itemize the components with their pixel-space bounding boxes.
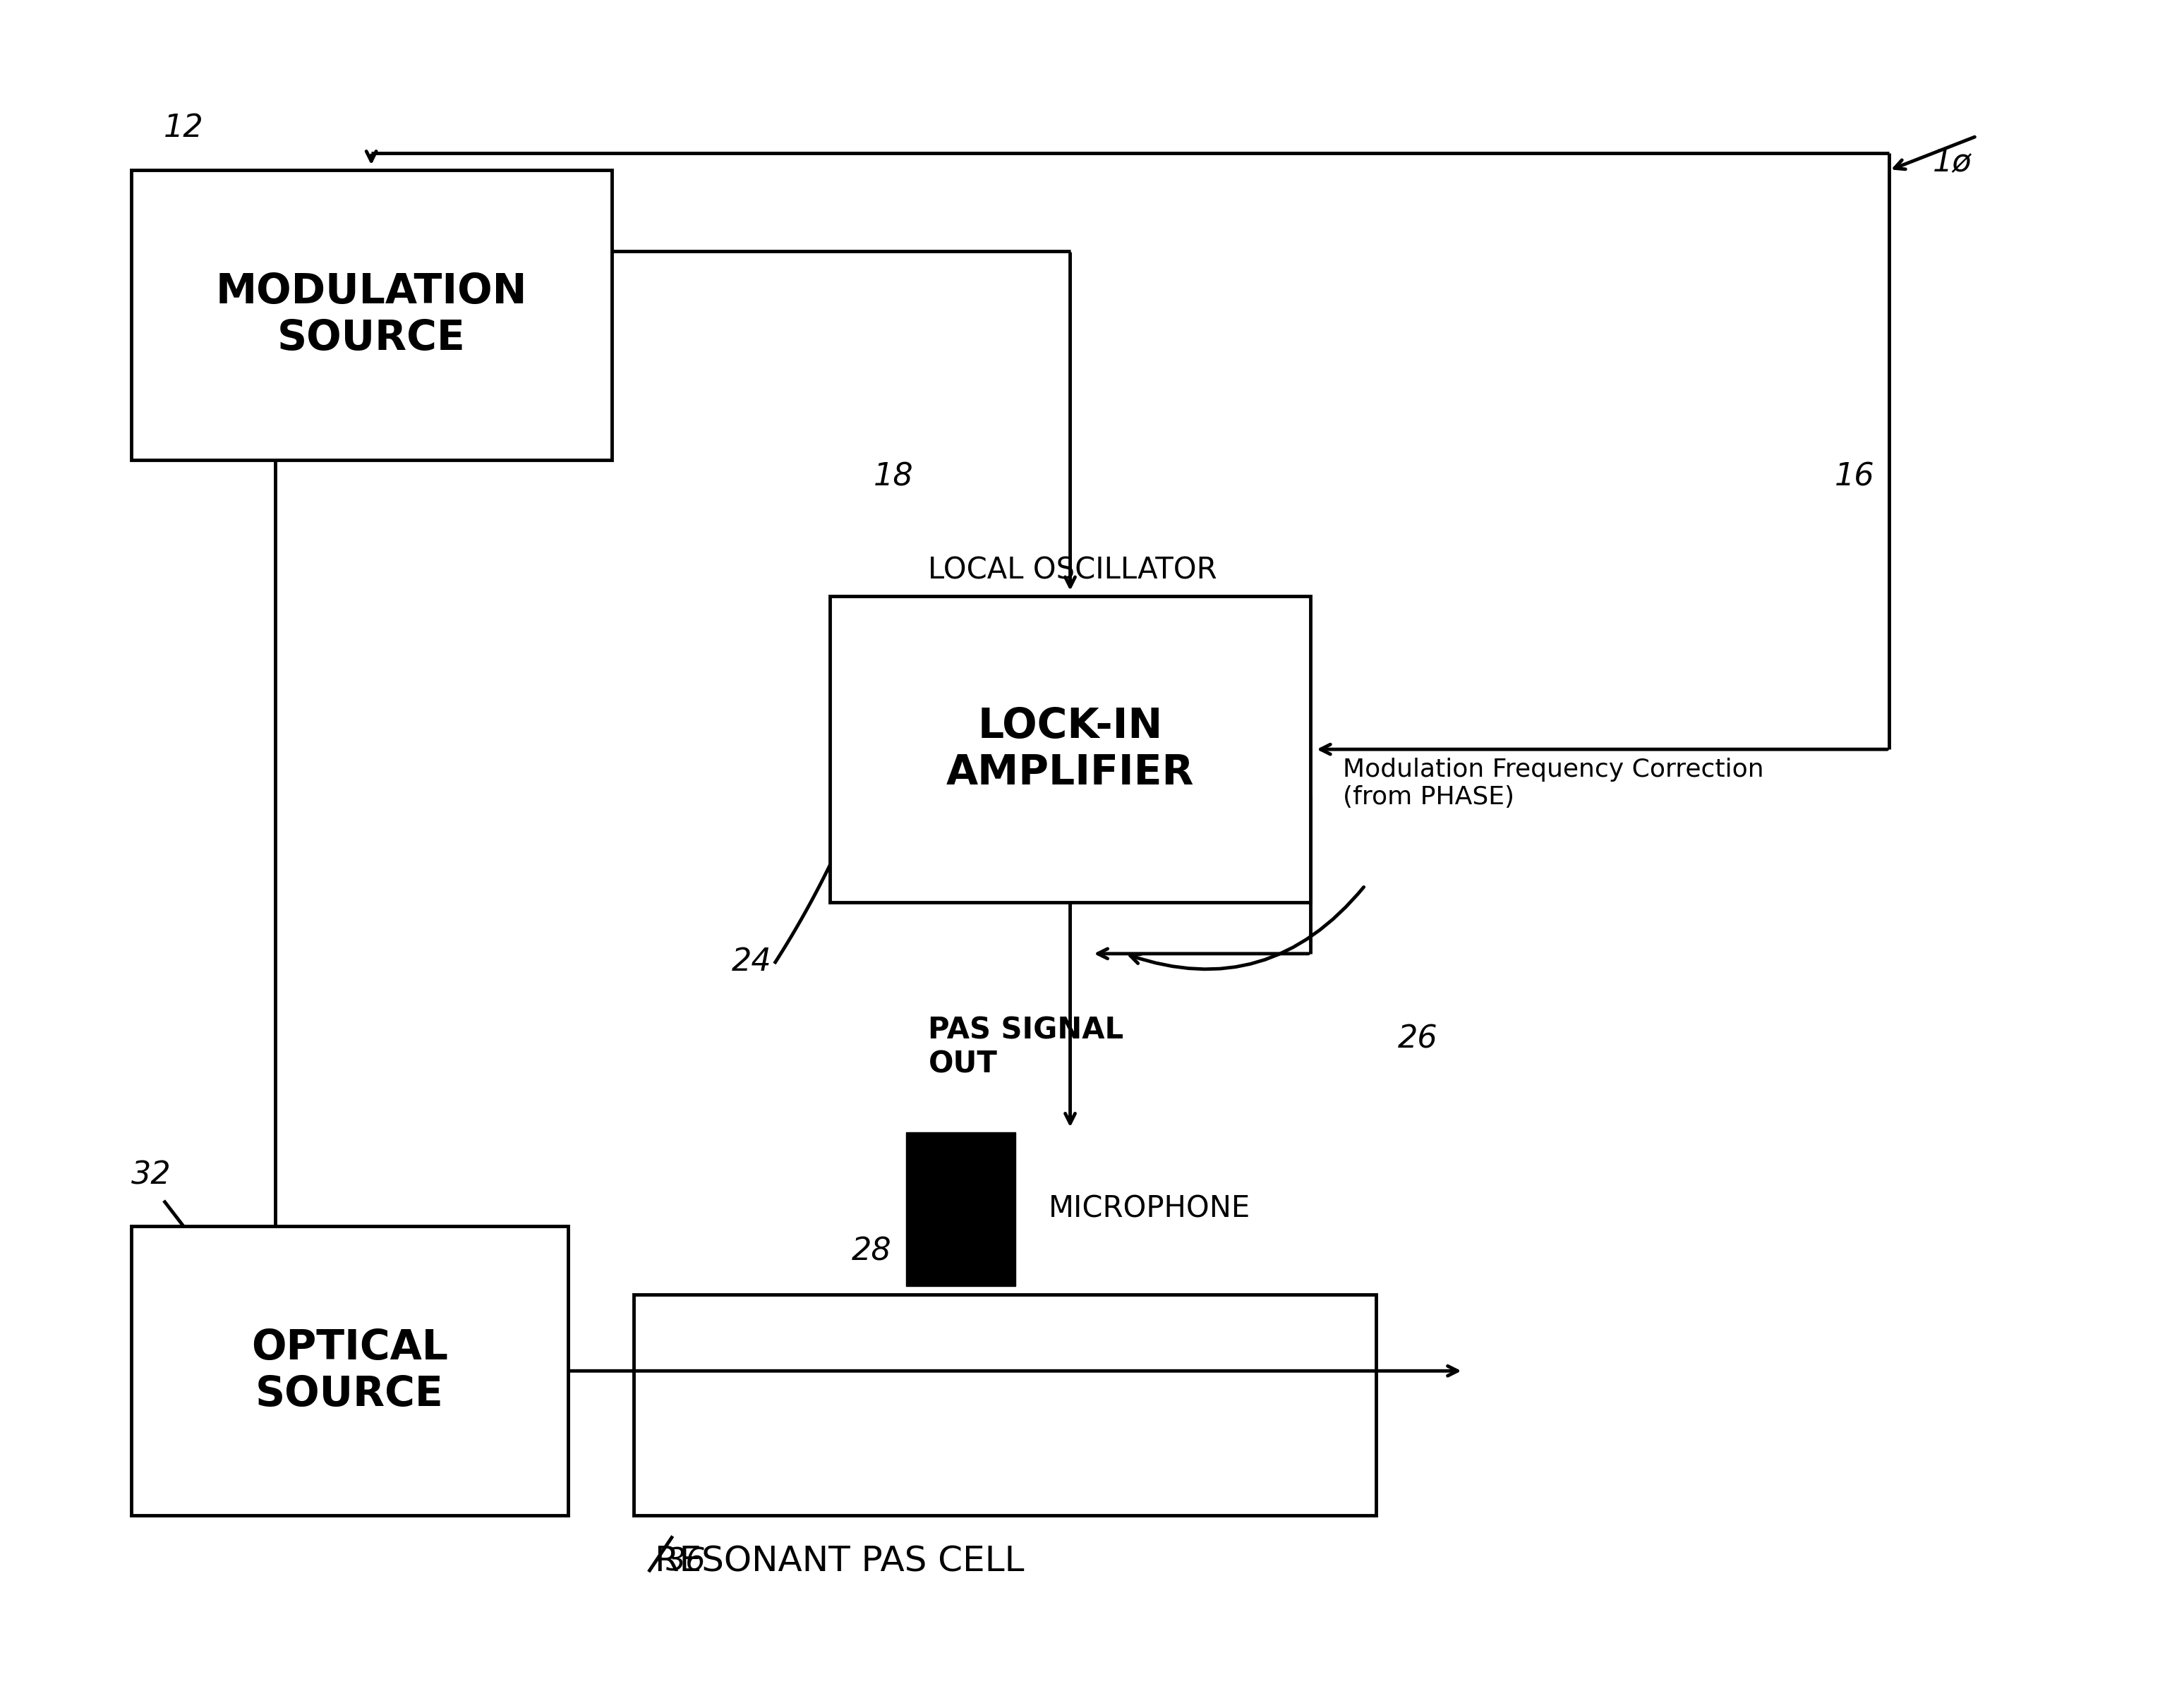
Text: 1ø: 1ø bbox=[1933, 146, 1972, 177]
Text: PAS SIGNAL
OUT: PAS SIGNAL OUT bbox=[928, 1015, 1125, 1080]
Text: OPTICAL
SOURCE: OPTICAL SOURCE bbox=[251, 1328, 448, 1413]
Text: 28: 28 bbox=[852, 1236, 891, 1267]
Text: 36: 36 bbox=[666, 1546, 705, 1577]
Text: 16: 16 bbox=[1835, 462, 1874, 492]
Text: 32: 32 bbox=[131, 1160, 170, 1190]
Text: LOCAL OSCILLATOR: LOCAL OSCILLATOR bbox=[928, 555, 1216, 586]
Text: LOCK-IN
AMPLIFIER: LOCK-IN AMPLIFIER bbox=[946, 707, 1195, 792]
Text: MICROPHONE: MICROPHONE bbox=[1048, 1194, 1249, 1224]
Text: MODULATION
SOURCE: MODULATION SOURCE bbox=[216, 272, 526, 358]
Text: Modulation Frequency Correction
(from PHASE): Modulation Frequency Correction (from PH… bbox=[1343, 758, 1765, 809]
Text: 12: 12 bbox=[164, 112, 203, 143]
Bar bbox=[633, 1294, 1376, 1516]
Text: 18: 18 bbox=[874, 462, 913, 492]
Bar bbox=[131, 1226, 568, 1516]
Text: 26: 26 bbox=[1398, 1024, 1437, 1054]
Text: 24: 24 bbox=[732, 947, 771, 978]
Bar bbox=[906, 1132, 1016, 1286]
Bar bbox=[131, 170, 612, 460]
Bar bbox=[830, 596, 1310, 903]
Text: RESONANT PAS CELL: RESONANT PAS CELL bbox=[655, 1545, 1024, 1579]
